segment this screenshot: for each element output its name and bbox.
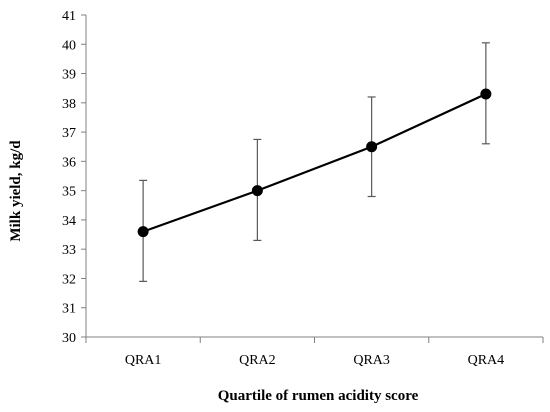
data-point [480, 88, 492, 100]
y-tick-label: 39 [62, 68, 76, 83]
x-axis-title: Quartile of rumen acidity score [218, 388, 419, 404]
series-line [142, 93, 487, 233]
x-tick-label: QRA2 [239, 353, 276, 368]
y-tick-label: 36 [62, 155, 76, 170]
y-tick-label: 32 [62, 272, 76, 287]
x-tick-label: QRA4 [468, 353, 505, 368]
y-tick-label: 41 [62, 9, 76, 24]
data-point [137, 226, 149, 238]
axes [81, 14, 544, 343]
y-tick-label: 38 [62, 97, 76, 112]
data-point [251, 185, 263, 197]
y-tick-label: 33 [62, 243, 76, 258]
y-tick-label: 31 [62, 302, 76, 317]
data-point [366, 141, 378, 153]
x-tick-labels: QRA1 QRA2 QRA3 QRA4 [125, 353, 504, 368]
y-tick-label: 35 [62, 185, 76, 200]
y-tick-label: 37 [62, 126, 76, 141]
y-tick-label: 40 [62, 38, 76, 53]
error-bars [139, 42, 490, 282]
x-tick-label: QRA3 [353, 353, 390, 368]
y-axis-title: Milk yield, kg/d [8, 140, 24, 242]
y-tick-label: 34 [62, 214, 76, 229]
series-line-group [137, 88, 492, 238]
y-tick-labels: 30 31 32 33 34 35 36 37 38 39 40 41 [62, 9, 76, 346]
x-tick-label: QRA1 [125, 353, 162, 368]
y-tick-label: 30 [62, 331, 76, 346]
